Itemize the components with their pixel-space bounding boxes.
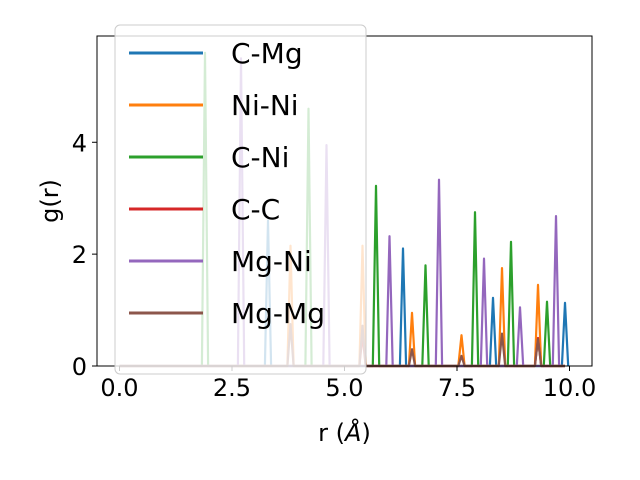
x-tick-label: 0.0 (100, 374, 138, 402)
axis-ticks: 0.0 2.5 5.0 7.5 10.0 0 2 4 (72, 129, 597, 402)
y-tick-label: 2 (72, 241, 87, 269)
y-tick-label: 4 (72, 129, 87, 157)
x-tick-label: 2.5 (213, 374, 251, 402)
x-tick-label: 10.0 (543, 374, 596, 402)
y-axis-label: g(r) (36, 179, 64, 223)
legend-label: Mg-Mg (231, 297, 325, 330)
legend: C-Mg Ni-Ni C-Ni C-C Mg-Ni Mg-Mg (114, 24, 367, 375)
x-axis-label: r (Å) (318, 418, 371, 447)
legend-label: Ni-Ni (231, 89, 299, 122)
legend-label: C-C (231, 193, 280, 226)
legend-box (114, 24, 367, 375)
y-tick-label: 0 (72, 353, 87, 381)
x-tick-label: 7.5 (438, 374, 476, 402)
legend-label: C-Ni (231, 141, 289, 174)
legend-label: C-Mg (231, 37, 303, 70)
legend-label: Mg-Ni (231, 245, 312, 278)
x-tick-label: 5.0 (325, 374, 363, 402)
